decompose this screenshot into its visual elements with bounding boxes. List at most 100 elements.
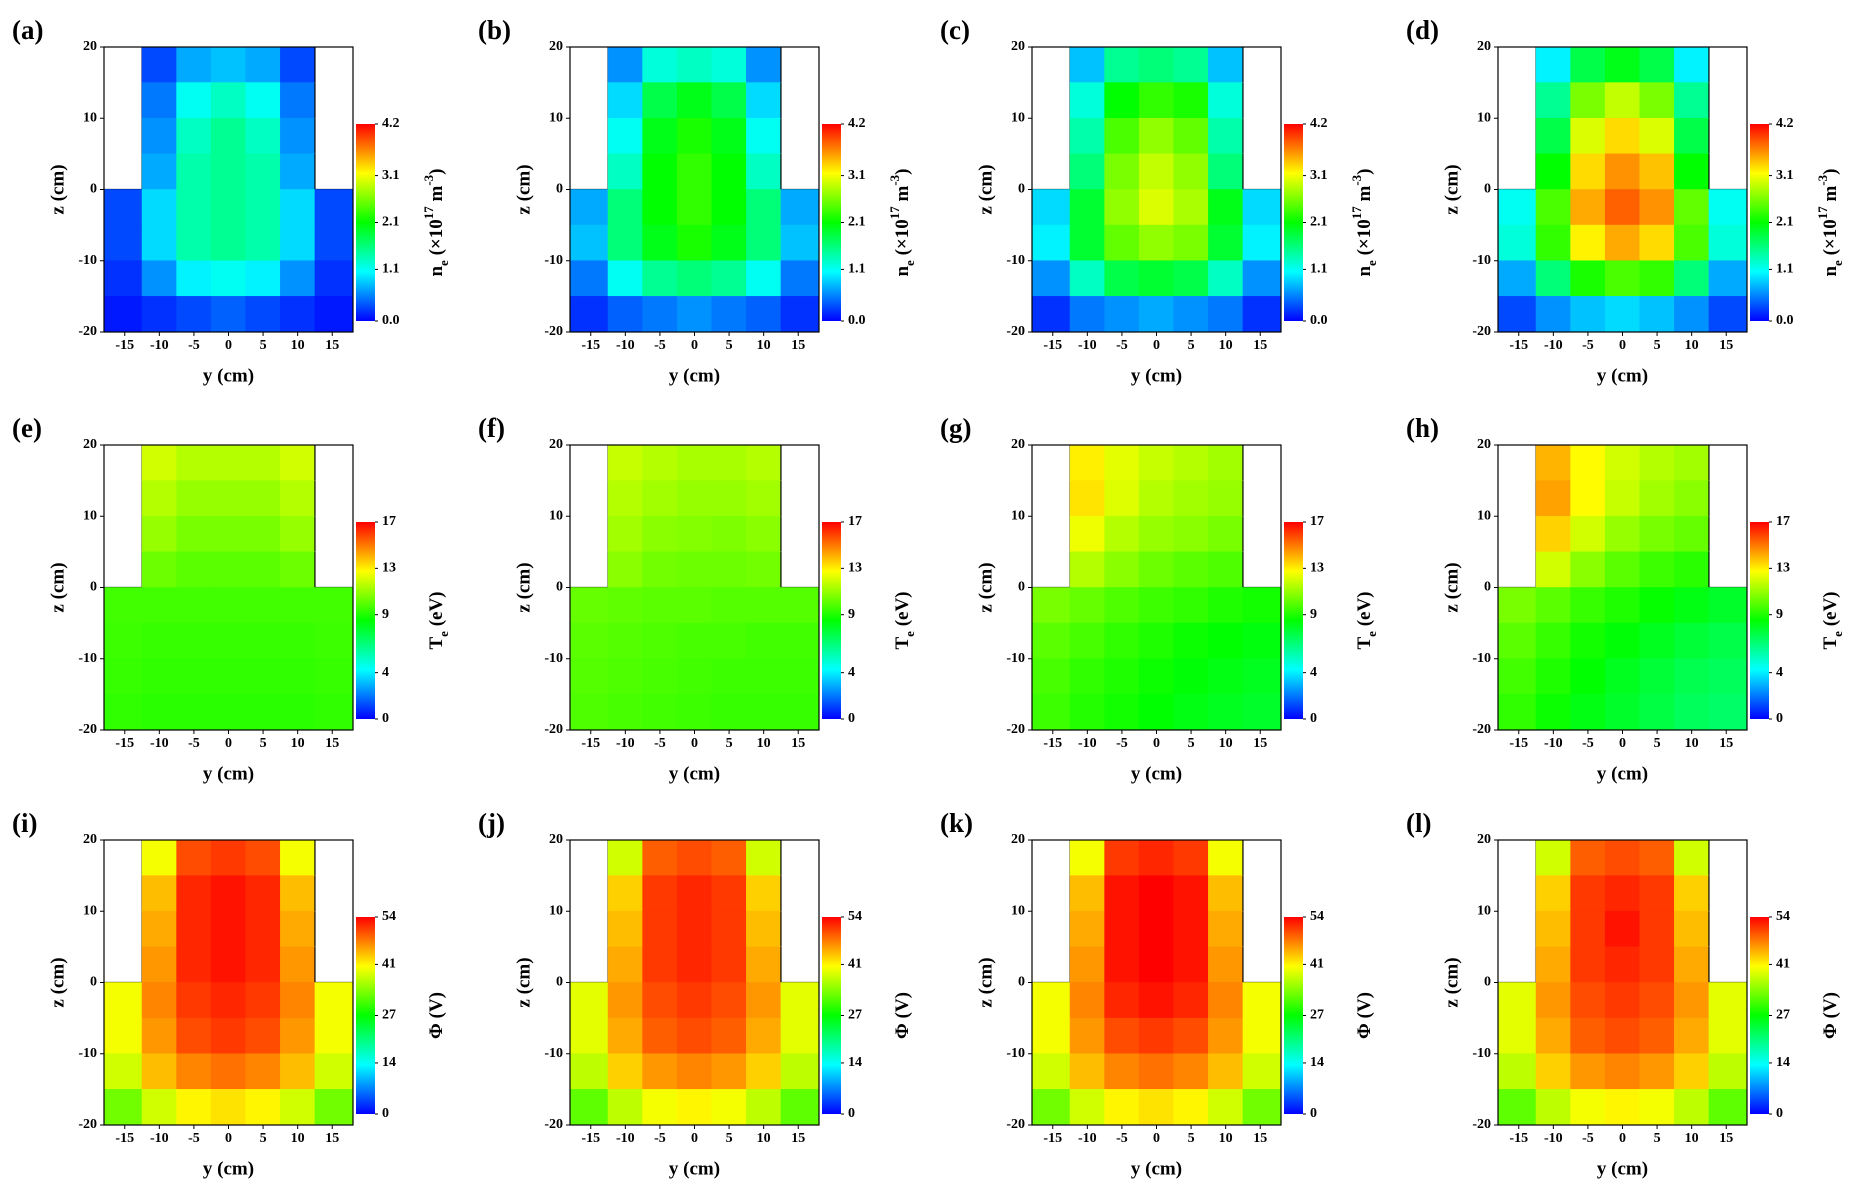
y-tick-label: 20 [549,437,563,452]
heat-cell [607,839,643,876]
electrode [314,153,353,190]
heat-cell [1069,480,1105,517]
colorbar-label-part: (×10 [1354,219,1375,260]
colorbar-tick-label: 27 [1776,1008,1790,1023]
x-tick-label: 15 [325,736,339,751]
heat-cell [141,189,177,226]
heat-cell [245,260,281,297]
heat-cell [210,839,247,876]
heat-cell [176,1017,212,1055]
y-tick-label: 20 [549,39,563,54]
colorbar-label-part: m [1354,185,1375,206]
heat-cell [1069,839,1105,876]
colorbar-tick-label: 4.2 [848,116,866,131]
y-tick-label: 10 [83,508,97,523]
electrode [570,946,609,983]
heat-cell [1604,551,1641,588]
heat-cell [280,82,316,119]
x-tick-label: -5 [1582,338,1594,353]
y-axis-label: z (cm) [975,164,996,214]
panel-label: (g) [940,413,971,443]
heat-cell [176,910,212,948]
x-tick-label: -10 [1078,736,1097,751]
electrode [104,445,143,481]
electrode [1242,946,1281,983]
heat-cell [1069,946,1105,983]
colorbar-label-part: n [1820,266,1841,277]
heat-cell [1104,1017,1140,1055]
heat-cell [1604,82,1641,119]
heat-cell [569,1089,609,1126]
heat-cell [746,82,782,119]
heat-cell [607,1053,643,1090]
heat-cell [642,296,678,333]
heat-cell [780,587,820,624]
x-tick-label: 0 [691,338,698,353]
heat-cell [103,224,143,262]
heat-cell [1104,82,1140,119]
heat-cell [642,551,678,588]
colorbar-label-part: -3 [1815,174,1830,185]
heat-cell [1570,117,1606,155]
y-tick-label: 10 [1477,110,1491,125]
electrode [1498,118,1537,154]
heat-cell [607,910,643,948]
heat-cell [1104,515,1140,553]
electrode [1242,480,1281,517]
colorbar-label-part: ) [1820,168,1841,174]
heat-cell [607,515,643,553]
heat-cell [676,515,713,553]
y-tick-label: 0 [1018,975,1025,990]
heat-cell [1535,910,1571,948]
heat-cell [642,910,678,948]
heat-cell [1674,82,1710,119]
heat-cell [1242,296,1282,333]
heat-cell [103,260,143,297]
colorbar-label-part: e [902,631,917,637]
heat-cell [314,224,354,262]
heat-cell [569,622,609,660]
x-tick-label: 15 [791,338,805,353]
heat-cell [210,153,247,190]
colorbar-tick-label: 54 [1310,909,1324,924]
x-tick-label: 5 [260,736,267,751]
heat-cell [711,515,747,553]
y-tick-label: -10 [1472,651,1491,666]
heat-cell [1242,694,1282,731]
heat-cell [1208,444,1244,481]
x-tick-label: -15 [1043,338,1062,353]
heat-cell [711,46,747,83]
heat-cell [1570,189,1606,226]
heat-cell [314,189,354,226]
heat-cell [141,839,177,876]
heat-cell [141,1017,177,1055]
heat-cell [1604,839,1641,876]
heat-cell [280,910,316,948]
heat-cell [210,1053,247,1090]
heat-cell [1173,946,1209,983]
electrode [1032,118,1071,154]
heat-cell [711,875,747,912]
heat-cell [141,622,177,660]
y-tick-label: 20 [1477,39,1491,54]
heat-cell [1708,260,1748,297]
colorbar-tick-label: 4.2 [1776,116,1794,131]
heat-cell [1208,1053,1244,1090]
heat-cell [1604,622,1641,660]
heat-cell [176,153,212,190]
heat-cell [1708,296,1748,333]
x-tick-label: -5 [1116,736,1128,751]
heat-cell [1138,622,1175,660]
heat-cell [711,224,747,262]
heat-cell [1570,444,1606,481]
colorbar-label-part: Φ (V) [1820,992,1841,1039]
heat-cell [607,587,643,624]
heat-cell [245,587,281,624]
colorbar [1284,522,1303,719]
heat-cell [607,153,643,190]
colorbar-tick-label: 3.1 [1776,168,1794,183]
x-tick-label: 0 [691,736,698,751]
electrode [1708,551,1747,588]
heat-cell [245,946,281,983]
heat-cell [642,946,678,983]
